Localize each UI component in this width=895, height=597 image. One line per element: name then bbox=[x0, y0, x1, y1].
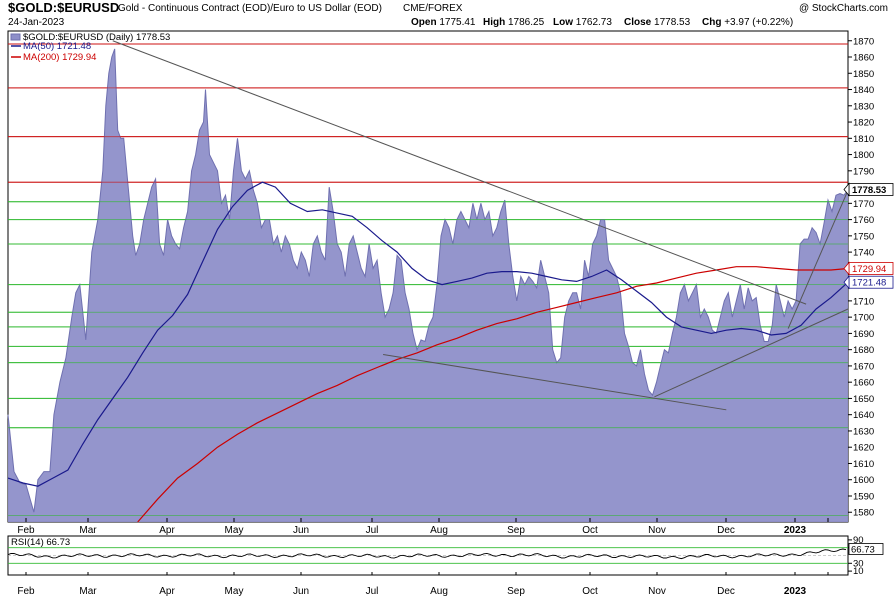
y-tick-label-1790: 1790 bbox=[853, 166, 874, 177]
close-tag-pointer bbox=[843, 182, 850, 197]
y-tick-label-1640: 1640 bbox=[853, 410, 874, 421]
ma200-tag-pointer bbox=[843, 261, 850, 276]
chart-date: 24-Jan-2023 bbox=[8, 17, 65, 28]
y-tick-label-1770: 1770 bbox=[853, 199, 874, 210]
ohlc-close: Close 1778.53 bbox=[624, 17, 691, 28]
month-label-mar: Mar bbox=[79, 525, 97, 536]
rsi-month-label-may: May bbox=[225, 586, 244, 597]
rsi-month-label-mar: Mar bbox=[79, 586, 97, 597]
y-tick-label-1600: 1600 bbox=[853, 475, 874, 486]
rsi-value-tag: 66.73 bbox=[851, 544, 875, 555]
ma50-line bbox=[7, 181, 849, 487]
ma200-line bbox=[137, 266, 849, 523]
price-area bbox=[7, 43, 849, 523]
y-tick-label-1800: 1800 bbox=[853, 150, 874, 161]
price-area-fill bbox=[8, 48, 848, 523]
price-line bbox=[7, 48, 849, 513]
y-tick-label-1870: 1870 bbox=[853, 36, 874, 47]
rsi-month-label-apr: Apr bbox=[159, 586, 175, 597]
y-tick-label-1750: 1750 bbox=[853, 231, 874, 242]
symbol-description: Gold - Continuous Contract (EOD)/Euro to… bbox=[118, 3, 382, 14]
month-label-nov: Nov bbox=[648, 525, 666, 536]
symbol-title: $GOLD:$EURUSD bbox=[8, 0, 119, 15]
y-tick-label-1740: 1740 bbox=[853, 248, 874, 259]
close-tag: 1778.53 bbox=[852, 185, 886, 196]
y-tick-label-1820: 1820 bbox=[853, 118, 874, 129]
month-label-sep: Sep bbox=[507, 525, 525, 536]
ohlc-low: Low 1762.73 bbox=[553, 17, 612, 28]
rsi-tick-label-90: 90 bbox=[853, 535, 864, 546]
rsi-month-label-jun: Jun bbox=[293, 586, 309, 597]
watermark: @ StockCharts.com bbox=[799, 3, 888, 14]
y-tick-label-1610: 1610 bbox=[853, 459, 874, 470]
ma50-tag: 1721.48 bbox=[852, 278, 886, 289]
y-tick-label-1680: 1680 bbox=[853, 345, 874, 356]
legend-area-swatch bbox=[10, 33, 21, 41]
trend-line-1 bbox=[383, 354, 727, 411]
ma200-tag: 1729.94 bbox=[852, 264, 886, 275]
y-tick-label-1760: 1760 bbox=[853, 215, 874, 226]
y-tick-label-1590: 1590 bbox=[853, 491, 874, 502]
y-tick-label-1810: 1810 bbox=[853, 134, 874, 145]
ohlc-high: High 1786.25 bbox=[483, 17, 545, 28]
rsi-label: RSI(14) 66.73 bbox=[11, 537, 70, 548]
month-axis: Feb Mar Apr May Jun Jul Aug Sep Oct Nov Dec 2023 bbox=[17, 518, 829, 536]
price-tags: 1778.53 1729.94 1721.48 bbox=[843, 182, 894, 290]
y-tick-label-1830: 1830 bbox=[853, 101, 874, 112]
rsi-month-axis: Feb Mar Apr May Jun Jul Aug Sep Oct Nov Dec 2023 bbox=[17, 572, 829, 597]
month-label-apr: Apr bbox=[159, 525, 175, 536]
y-tick-label-1840: 1840 bbox=[853, 85, 874, 96]
y-tick-label-1650: 1650 bbox=[853, 394, 874, 405]
rsi-month-label-dec: Dec bbox=[717, 586, 735, 597]
month-label-may: May bbox=[225, 525, 244, 536]
rsi-tick-label-30: 30 bbox=[853, 558, 864, 569]
rsi-month-label-oct: Oct bbox=[582, 586, 598, 597]
trend-lines bbox=[112, 40, 849, 411]
month-label-aug: Aug bbox=[430, 525, 448, 536]
ohlc-readout: Open 1775.41 High 1786.25 Low 1762.73 Close… bbox=[411, 17, 793, 28]
y-tick-label-1700: 1700 bbox=[853, 313, 874, 324]
rsi-tick-label-10: 10 bbox=[853, 566, 864, 577]
rsi-month-label-sep: Sep bbox=[507, 586, 525, 597]
legend-main: $GOLD:$EURUSD (Daily) 1778.53 bbox=[23, 32, 170, 43]
rsi-panel: 9070301066.73 bbox=[7, 535, 884, 577]
y-tick-label-1690: 1690 bbox=[853, 329, 874, 340]
rsi-month-label-jul: Jul bbox=[366, 586, 379, 597]
trend-line-2 bbox=[654, 308, 849, 398]
trend-line-3 bbox=[787, 190, 849, 329]
legend-ma200: MA(200) 1729.94 bbox=[23, 52, 96, 63]
moving-averages bbox=[7, 181, 849, 523]
month-label-jul: Jul bbox=[366, 525, 379, 536]
ma50-tag-pointer bbox=[843, 275, 850, 290]
rsi-month-label-feb: Feb bbox=[17, 586, 35, 597]
legend: $GOLD:$EURUSD (Daily) 1778.53 MA(50) 172… bbox=[10, 32, 170, 63]
y-tick-label-1670: 1670 bbox=[853, 361, 874, 372]
trend-line-0 bbox=[112, 40, 807, 305]
y-tick-label-1630: 1630 bbox=[853, 426, 874, 437]
y-tick-label-1850: 1850 bbox=[853, 69, 874, 80]
month-label-jun: Jun bbox=[293, 525, 309, 536]
month-label-2023: 2023 bbox=[784, 525, 807, 536]
rsi-month-label-2023: 2023 bbox=[784, 586, 807, 597]
y-tick-label-1660: 1660 bbox=[853, 378, 874, 389]
month-label-feb: Feb bbox=[17, 525, 35, 536]
month-label-oct: Oct bbox=[582, 525, 598, 536]
ohlc-open: Open 1775.41 bbox=[411, 17, 476, 28]
exchange-label: CME/FOREX bbox=[403, 3, 463, 14]
rsi-tag-box bbox=[848, 543, 884, 555]
y-tick-label-1580: 1580 bbox=[853, 508, 874, 519]
ohlc-chg: Chg +3.97 (+0.22%) bbox=[702, 17, 793, 28]
rsi-month-label-nov: Nov bbox=[648, 586, 666, 597]
y-tick-label-1710: 1710 bbox=[853, 296, 874, 307]
rsi-line bbox=[7, 548, 847, 560]
y-tick-label-1620: 1620 bbox=[853, 443, 874, 454]
month-label-dec: Dec bbox=[717, 525, 735, 536]
legend-ma50: MA(50) 1721.48 bbox=[23, 41, 91, 52]
y-tick-label-1860: 1860 bbox=[853, 53, 874, 64]
rsi-month-label-aug: Aug bbox=[430, 586, 448, 597]
